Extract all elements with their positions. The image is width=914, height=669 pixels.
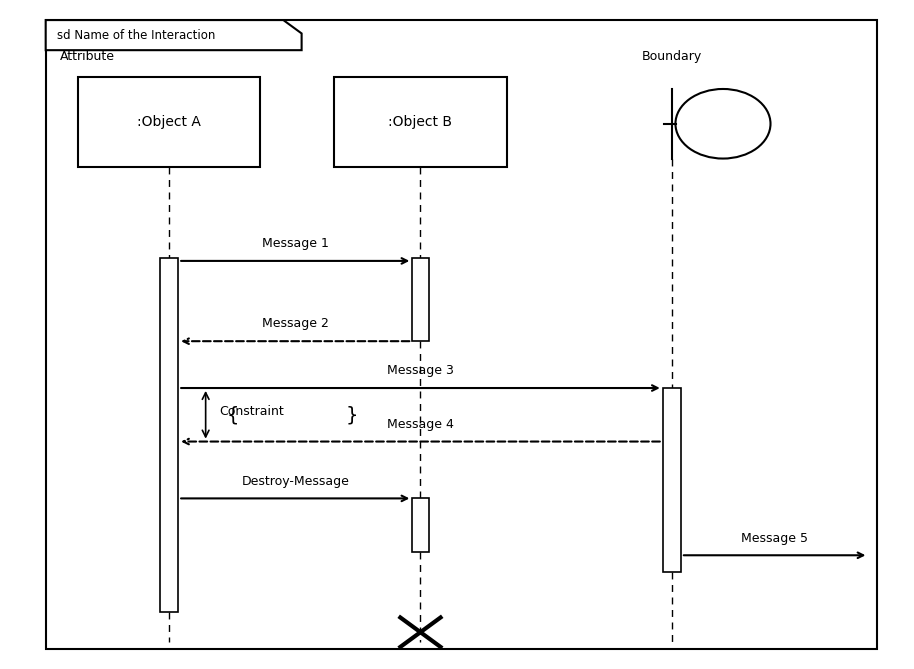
Bar <box>412 498 429 552</box>
Circle shape <box>675 89 771 159</box>
Bar <box>663 388 681 572</box>
Text: Destroy-Message: Destroy-Message <box>241 475 349 488</box>
Bar <box>412 258 429 341</box>
Text: sd Name of the Interaction: sd Name of the Interaction <box>57 29 215 41</box>
Text: Attribute: Attribute <box>59 50 114 63</box>
Bar <box>334 77 507 167</box>
Text: :Object B: :Object B <box>388 115 452 129</box>
Text: {: { <box>227 405 239 424</box>
Text: Message 4: Message 4 <box>387 418 454 431</box>
Text: Message 5: Message 5 <box>741 532 808 545</box>
Text: Message 2: Message 2 <box>261 318 329 330</box>
Text: Message 3: Message 3 <box>387 365 454 377</box>
Text: Message 1: Message 1 <box>261 237 329 250</box>
Text: Constraint: Constraint <box>219 405 283 418</box>
Polygon shape <box>46 20 302 50</box>
Bar <box>78 77 260 167</box>
Bar <box>160 258 178 612</box>
Text: :Object A: :Object A <box>137 115 201 129</box>
Text: }: } <box>345 405 358 424</box>
Text: Boundary: Boundary <box>642 50 702 63</box>
